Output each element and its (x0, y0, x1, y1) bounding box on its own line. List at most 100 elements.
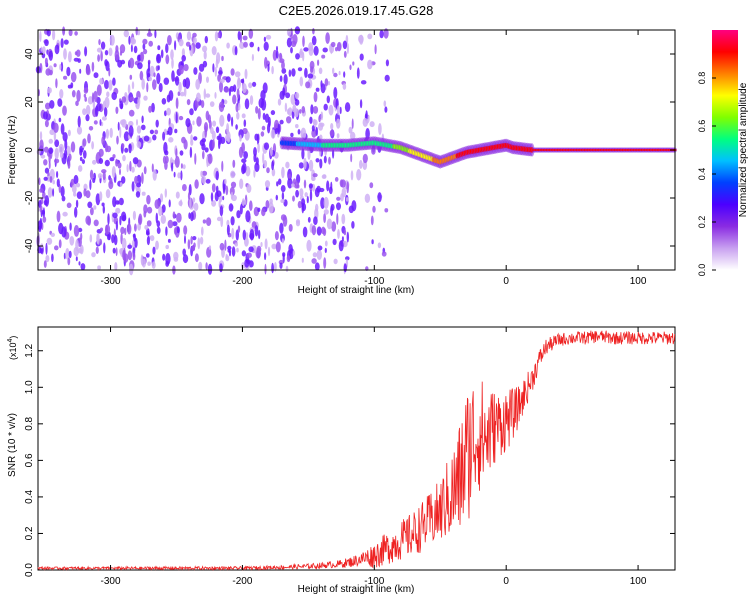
spectrogram-noise-cell (224, 178, 227, 185)
spectrogram-noise-cell (260, 90, 266, 101)
spectrogram-noise-cell (194, 153, 197, 165)
spectrogram-noise-cell (115, 207, 121, 214)
spectrogram-noise-cell (108, 47, 113, 57)
spectrogram-noise-cell (120, 119, 126, 126)
spectrogram-noise-cell (75, 100, 79, 107)
colorbar-tick-label: 0.4 (697, 168, 707, 181)
spectrogram-noise-cell (219, 263, 223, 273)
spectrogram-noise-cell (122, 154, 126, 162)
spectrogram-noise-cell (342, 83, 347, 90)
spectrogram-noise-cell (321, 54, 326, 59)
spectrogram-noise-cell (299, 76, 304, 87)
spectrogram-noise-cell (271, 160, 274, 171)
spectrogram-noise-cell (302, 226, 308, 238)
spectrogram-noise-cell (193, 136, 198, 141)
spectrogram-noise-cell (195, 78, 201, 90)
spectrogram-noise-cell (48, 138, 53, 144)
spectrogram-noise-cell (54, 139, 60, 148)
spectrogram-noise-cell (192, 236, 197, 241)
spectrogram-noise-cell (241, 164, 246, 175)
spectrogram-noise-cell (284, 102, 288, 113)
spectrogram-noise-cell (84, 46, 88, 57)
spectrogram-noise-cell (337, 229, 340, 239)
spectrogram-noise-cell (246, 184, 252, 193)
spectrogram-noise-cell (184, 234, 186, 244)
spectrogram-x-ticks: -300 -200 -100 0 100 (101, 30, 647, 287)
spectrogram-noise-cell (124, 92, 128, 98)
spectrogram-noise-cell (206, 76, 209, 83)
spectrogram-noise-cell (249, 41, 254, 48)
spectrogram-noise-cell (173, 256, 179, 262)
spectrogram-noise-cell (374, 44, 377, 55)
spectrogram-noise-cell (297, 200, 302, 209)
spectrogram-noise-cell (70, 141, 76, 153)
spectrogram-noise-cell (379, 30, 384, 39)
spectrogram-noise-cell (204, 125, 208, 138)
spectrogram-noise-cell (135, 26, 139, 36)
spectrogram-noise-cell (205, 178, 211, 184)
spectrogram-noise-cell (279, 119, 284, 125)
spectrogram-noise-cell (185, 118, 191, 128)
spectrogram-noise-cell (79, 244, 84, 255)
spectrogram-noise-cell (204, 35, 208, 44)
spectrogram-noise-cell (79, 68, 82, 74)
spectrogram-noise-cell (352, 61, 355, 66)
spectrogram-noise-cell (308, 46, 314, 56)
spectrogram-noise-cell (212, 139, 215, 149)
spectrogram-noise-cell (281, 191, 285, 201)
spectrogram-noise-cell (235, 229, 239, 241)
spectrogram-noise-cell (230, 170, 236, 179)
spectrogram-noise-cell (320, 83, 326, 94)
spectrogram-noise-cell (154, 29, 157, 39)
spectrogram-noise-cell (192, 197, 196, 203)
spectrogram-noise-cell (279, 222, 284, 234)
spectrogram-noise-cell (128, 125, 134, 137)
spectrogram-noise-cell (114, 49, 120, 61)
x-tick-label: 0 (503, 276, 509, 287)
spectrogram-noise-cell (136, 141, 142, 149)
spectrogram-noise-cell (329, 129, 334, 137)
spectrogram-noise-cell (384, 74, 390, 82)
spectrogram-noise-cell (105, 189, 111, 199)
spectrogram-noise-cell (74, 206, 78, 218)
spectrogram-noise-cell (237, 102, 241, 111)
spectrogram-noise-cell (168, 137, 174, 143)
spectrogram-noise-cell (332, 238, 337, 246)
spectrogram-noise-cell (264, 113, 270, 123)
spectrogram-noise-cell (219, 114, 225, 127)
spectrogram-noise-cell (147, 206, 153, 214)
spectrogram-noise-cell (200, 170, 203, 178)
spectrogram-noise-cell (225, 76, 231, 83)
spectrogram-noise-cell (148, 76, 152, 82)
spectrogram-noise-cell (195, 42, 201, 49)
y-tick-label: -40 (24, 238, 35, 253)
spectrogram-noise-cell (141, 258, 146, 268)
spectrogram-noise-cell (186, 31, 192, 41)
spectrogram-noise-cell (365, 128, 370, 140)
spectrogram-noise-cell (44, 57, 48, 66)
spectrogram-noise-cell (114, 262, 118, 271)
spectrogram-noise-cell (60, 186, 65, 197)
spectrogram-noise-cell (100, 50, 103, 62)
spectrogram-noise-cell (80, 263, 86, 271)
spectrogram-noise-cell (299, 48, 303, 56)
snr-panel: -300 -200 -100 0 100 0.0 0.2 0.4 0.6 0.8 1.0 1.2 H… (7, 326, 676, 595)
spectrogram-noise-cell (371, 239, 374, 245)
spectrogram-noise-cell (171, 162, 174, 172)
spectrogram-noise-cell (75, 239, 79, 251)
spectrogram-noise-cell (344, 102, 351, 113)
spectrogram-noise-cell (46, 29, 51, 37)
spectrogram-noise-cell (242, 83, 247, 94)
spectrogram-noise-cell (163, 141, 168, 154)
spectrogram-noise-cell (102, 205, 106, 214)
spectrogram-noise-cell (66, 202, 72, 209)
spectrogram-noise-cell (292, 250, 296, 256)
spectrogram-noise-cell (301, 257, 304, 263)
spectrogram-noise-cell (210, 126, 214, 135)
spectrogram-noise-cell (106, 91, 110, 98)
spectrogram-noise-cell (123, 30, 129, 38)
spectrogram-noise-cell (207, 114, 211, 124)
spectrogram-noise-cell (319, 122, 325, 128)
spectrogram-noise-cell (62, 211, 68, 217)
